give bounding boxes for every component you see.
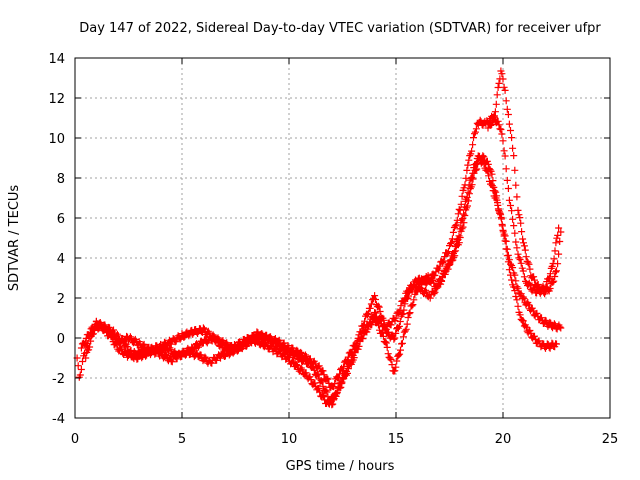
y-tick-label: 12 xyxy=(48,92,65,107)
grid-lines xyxy=(75,58,610,418)
x-axis-label: GPS time / hours xyxy=(286,459,395,474)
x-tick-label: 25 xyxy=(602,432,619,447)
y-tick-label: 2 xyxy=(57,292,65,307)
axis-ticks: 0 5 10 15 20 25 -4 -2 0 2 4 6 8 10 12 14 xyxy=(48,52,618,447)
x-tick-label: 20 xyxy=(495,432,512,447)
y-tick-label: 14 xyxy=(48,52,65,67)
series-trace-d xyxy=(484,113,563,297)
plot-border xyxy=(74,57,611,419)
y-tick-label: 8 xyxy=(57,172,65,187)
x-tick-label: 0 xyxy=(71,432,79,447)
x-tick-label: 5 xyxy=(178,432,186,447)
series-marks xyxy=(82,67,565,391)
y-axis-label: SDTVAR / TECUs xyxy=(7,185,22,292)
y-tick-label: -4 xyxy=(52,412,65,427)
y-tick-label: 4 xyxy=(57,252,65,267)
chart-title: Day 147 of 2022, Sidereal Day-to-day VTE… xyxy=(79,21,601,36)
series-marks xyxy=(484,113,563,297)
series-trace-c xyxy=(82,67,565,391)
y-tick-label: -2 xyxy=(52,372,65,387)
x-tick-label: 10 xyxy=(281,432,298,447)
x-tick-label: 15 xyxy=(388,432,405,447)
y-tick-label: 6 xyxy=(57,212,65,227)
y-tick-label: 10 xyxy=(48,132,65,147)
y-tick-label: 0 xyxy=(57,332,65,347)
data-points xyxy=(73,67,565,409)
